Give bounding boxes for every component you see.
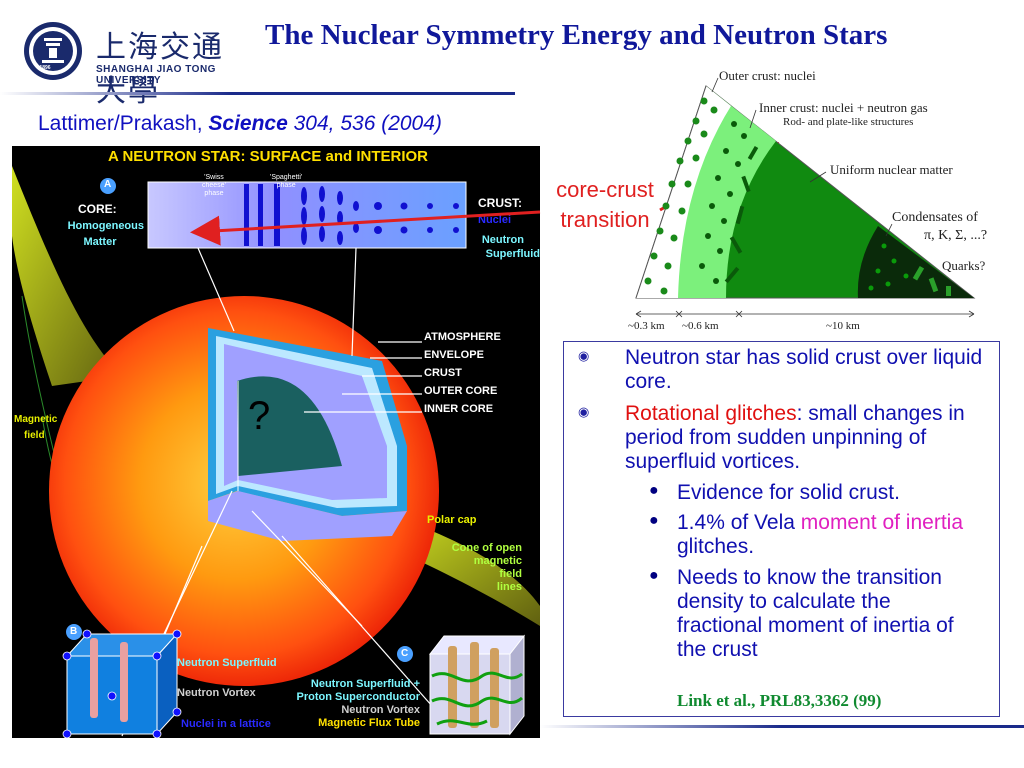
question-mark: ? — [248, 394, 271, 438]
citation: Lattimer/Prakash, Science 304, 536 (2004… — [38, 112, 442, 136]
label-c: C — [401, 648, 409, 659]
citation-journal: Science — [208, 112, 288, 135]
b-nuclei-lattice: Nuclei in a lattice — [181, 718, 271, 730]
polar-cap-label: Polar cap — [427, 514, 477, 526]
wedge-outer-crust — [636, 86, 731, 298]
university-logo: 1896 上海交通大學 SHANGHAI JIAO TONG UNIVERSIT… — [14, 18, 244, 109]
crust-sf-1: Neutron — [481, 234, 524, 246]
crust-strip — [147, 181, 467, 249]
citation-volume: 304, 536 (2004) — [287, 112, 442, 135]
reference-text: Link et al., PRL83,3362 (99) — [677, 691, 882, 710]
neutron-star-figure: A NEUTRON STAR: SURFACE and INTERIOR A B… — [12, 146, 540, 738]
citation-authors: Lattimer/Prakash, — [38, 112, 209, 135]
label-b: B — [70, 626, 78, 637]
crust-wedge-figure: Outer crust: nuclei Inner crust: nuclei … — [626, 66, 988, 336]
core-text-2: Matter — [83, 236, 117, 248]
crust-nuclei-label: Nuclei — [478, 214, 512, 226]
bullet-2-rest: : small changes in period from sudden un… — [625, 402, 965, 473]
wedge-uniform-label: Uniform nuclear matter — [830, 162, 953, 177]
condensate-blobs — [868, 243, 951, 296]
sub-bullet-1-text: Evidence for solid crust. — [677, 481, 900, 504]
sub-bullet-dot: ● — [649, 512, 659, 529]
wedge-condensates-2: π, K, Σ, ...? — [924, 228, 988, 243]
wedge-scale-bar — [635, 310, 975, 318]
cone-label: Cone of open magnetic field lines — [451, 542, 522, 593]
label-outer-core: OUTER CORE — [424, 385, 498, 397]
annotation-line-1: core-crust — [556, 177, 654, 202]
label-atmosphere: ATMOSPHERE — [424, 331, 501, 343]
wedge-scale-1: ~0.3 km — [628, 320, 665, 332]
crust-sf-2: Superfluid — [485, 248, 540, 260]
footer-rule — [540, 725, 1024, 728]
b-neutron-superfluid: Neutron Superfluid — [177, 657, 277, 669]
bullet-text-box: ◉ Neutron star has solid crust over liqu… — [563, 341, 1000, 717]
outer-crust-nuclei — [644, 97, 718, 295]
lattice-box-b — [62, 629, 182, 738]
bullet-icon: ◉ — [578, 348, 590, 363]
wedge-diagram — [635, 77, 976, 318]
bullet-2-text: Rotational glitches: small changes in pe… — [625, 402, 990, 474]
bullet-1-text: Neutron star has solid crust over liquid… — [625, 346, 983, 393]
university-seal-icon — [24, 22, 82, 80]
magnetic-field-cone-left — [12, 166, 122, 386]
slide-title: The Nuclear Symmetry Energy and Neutron … — [265, 19, 888, 51]
label-a: A — [104, 179, 112, 190]
wedge-condensates-1: Condensates of — [892, 210, 978, 225]
sub-bullet-2-text: 1.4% of Vela moment of inertia glitches. — [677, 511, 964, 558]
wedge-rod-plate-label: Rod- and plate-like structures — [783, 116, 914, 128]
magnetic-label-1: Magnetic — [14, 414, 58, 425]
wedge-scale-3: ~10 km — [826, 320, 860, 332]
core-crust-annotation: core-crust transition — [540, 175, 670, 235]
label-crust: CRUST — [424, 367, 462, 379]
inner-crust-nuclei — [699, 121, 759, 284]
header-rule — [0, 92, 515, 95]
sub-bullet-dot: ● — [649, 482, 659, 499]
wedge-quarks-label: Quarks? — [942, 258, 986, 273]
swiss-cheese-label: 'Swiss cheese' phase — [202, 174, 226, 197]
star-figure-title: A NEUTRON STAR: SURFACE and INTERIOR — [108, 148, 429, 165]
neutron-star-illustration — [12, 166, 540, 738]
bullet-2-highlight: Rotational glitches — [625, 402, 797, 425]
crust-heading: CRUST: — [478, 196, 522, 210]
wedge-condensate — [857, 226, 974, 298]
magnetic-label-2: field — [24, 430, 45, 441]
lattice-box-c — [428, 634, 526, 736]
sub-bullet-3-text: Needs to know the transition density to … — [677, 566, 954, 661]
bullet-icon: ◉ — [578, 404, 590, 419]
logo-chinese-text: 上海交通大學 — [96, 30, 224, 109]
sub-bullet-dot: ● — [649, 567, 659, 584]
spaghetti-label: 'Spaghetti' phase — [270, 174, 303, 189]
core-heading: CORE: — [78, 202, 117, 216]
annotation-line-2: transition — [560, 207, 650, 232]
seal-year: 1896 — [39, 65, 51, 71]
wedge-outer-crust-label: Outer crust: nuclei — [719, 68, 816, 83]
label-envelope: ENVELOPE — [424, 349, 484, 361]
wedge-scale-2: ~0.6 km — [682, 320, 719, 332]
logo-english-text: SHANGHAI JIAO TONG UNIVERSITY — [96, 64, 216, 86]
label-inner-core: INNER CORE — [424, 403, 494, 415]
b-neutron-vortex: Neutron Vortex — [177, 687, 256, 699]
core-text-1: Homogeneous — [67, 220, 144, 232]
c-labels: Neutron Superfluid + Proton Superconduct… — [296, 678, 420, 729]
wedge-inner-crust-label: Inner crust: nuclei + neutron gas — [759, 100, 928, 115]
inner-core-layer — [237, 376, 342, 476]
